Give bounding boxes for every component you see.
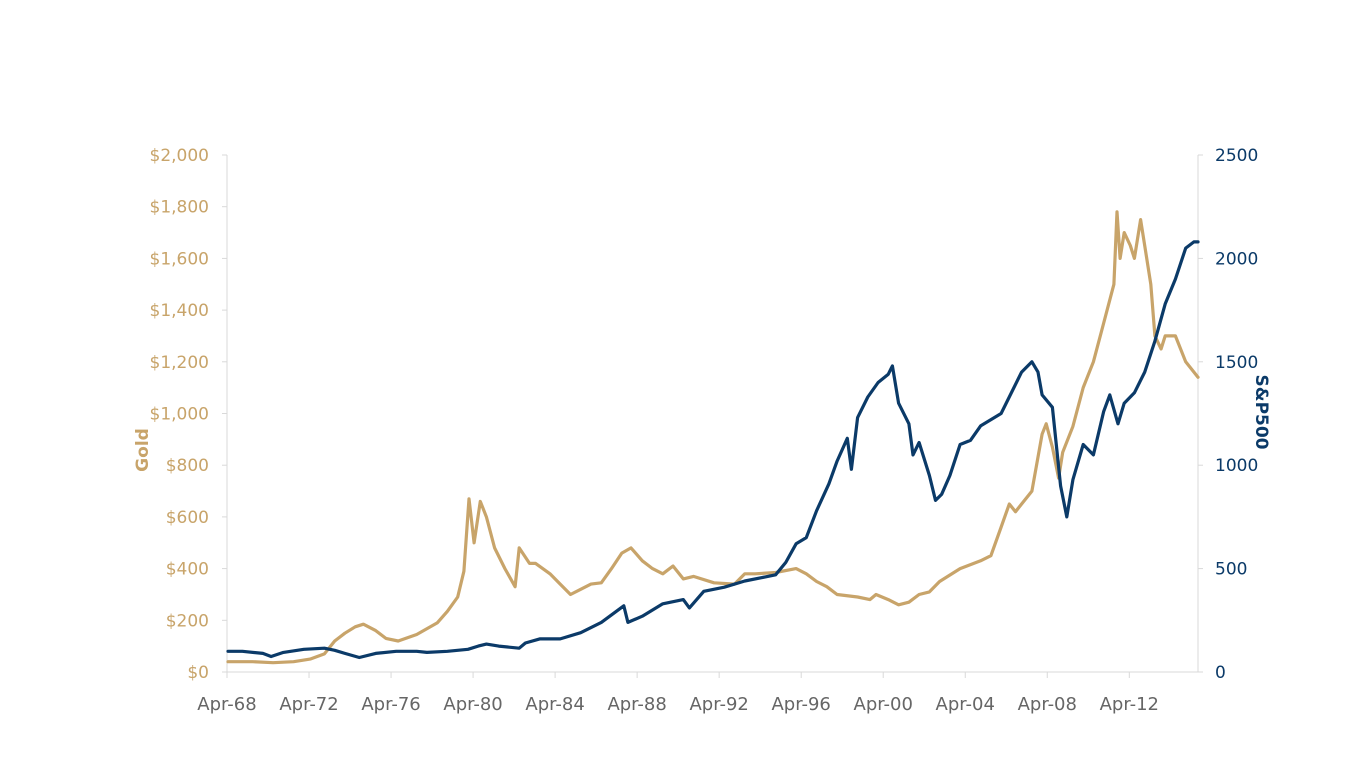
x-tick-label: Apr-96 bbox=[771, 694, 830, 715]
right-tick-label: 500 bbox=[1215, 560, 1247, 580]
sp500-series-line bbox=[226, 240, 1200, 660]
right-tick-label: 2500 bbox=[1215, 146, 1258, 166]
x-tick-label: Apr-92 bbox=[689, 694, 748, 715]
x-tick-label: Apr-76 bbox=[361, 694, 420, 715]
series-layer bbox=[226, 210, 1200, 665]
left-tick-label: $1,600 bbox=[150, 249, 209, 269]
x-tick-label: Apr-04 bbox=[936, 694, 995, 715]
x-tick-label: Apr-88 bbox=[607, 694, 666, 715]
right-tick-label: 1000 bbox=[1215, 456, 1258, 476]
left-axis-title: Gold bbox=[133, 428, 153, 472]
right-axis-ticks: 0 500 1000 1500 2000 2500 bbox=[1198, 146, 1258, 683]
x-tick-label: Apr-08 bbox=[1018, 694, 1077, 715]
left-tick-label: $1,400 bbox=[150, 301, 209, 321]
x-tick-label: Apr-80 bbox=[443, 694, 502, 715]
x-tick-label: Apr-84 bbox=[525, 694, 584, 715]
right-axis-title: S&P500 bbox=[1251, 374, 1271, 449]
left-tick-label: $1,000 bbox=[150, 405, 209, 425]
right-tick-label: 2000 bbox=[1215, 249, 1258, 269]
left-tick-label: $400 bbox=[166, 560, 209, 580]
left-tick-label: $0 bbox=[187, 663, 209, 683]
x-tick-label: Apr-72 bbox=[279, 694, 338, 715]
x-tick-label: Apr-68 bbox=[197, 694, 256, 715]
left-tick-label: $200 bbox=[166, 611, 209, 631]
left-axis-ticks: $0 $200 $400 $600 $800 $1,000 $1,200 $1,400 $1,6… bbox=[150, 146, 227, 683]
gold-series-line bbox=[226, 210, 1200, 665]
left-tick-label: $1,200 bbox=[150, 353, 209, 373]
right-tick-label: 0 bbox=[1215, 663, 1226, 683]
left-tick-label: $2,000 bbox=[150, 146, 209, 166]
right-tick-label: 1500 bbox=[1215, 353, 1258, 373]
x-tick-label: Apr-12 bbox=[1100, 694, 1159, 715]
x-tick-label: Apr-00 bbox=[854, 694, 913, 715]
left-tick-label: $800 bbox=[166, 456, 209, 476]
x-axis-ticks: Apr-68 Apr-72 Apr-76 Apr-80 Apr-84 Apr-88 Apr-… bbox=[197, 672, 1159, 715]
left-tick-label: $600 bbox=[166, 508, 209, 528]
left-tick-label: $1,800 bbox=[150, 198, 209, 218]
